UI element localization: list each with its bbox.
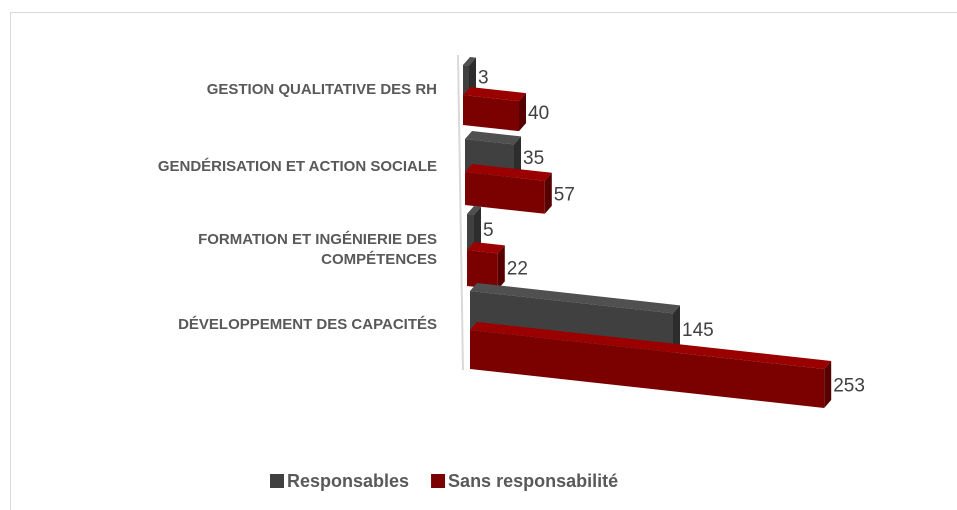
bar xyxy=(467,242,505,290)
value-label: 253 xyxy=(833,375,865,396)
category-label: GENDÉRISATION ET ACTION SOCIALE xyxy=(157,158,437,175)
bar xyxy=(467,206,481,251)
value-label: 3 xyxy=(478,68,489,89)
category-label: GESTION QUALITATIVE DES RH xyxy=(206,81,437,98)
value-label: 35 xyxy=(523,148,544,169)
bar-front xyxy=(470,291,673,353)
bar-front xyxy=(467,214,474,251)
bar xyxy=(463,87,526,132)
bar-top xyxy=(463,57,476,66)
bar-front xyxy=(470,330,825,408)
legend-label: Sans responsabilité xyxy=(448,471,618,491)
bar-front xyxy=(463,95,519,132)
bar-top xyxy=(465,131,521,145)
bar-side xyxy=(824,360,832,408)
bar-front xyxy=(467,250,498,290)
bar xyxy=(463,57,476,96)
bar-top xyxy=(463,87,526,102)
bar-top xyxy=(465,164,552,181)
bar-top xyxy=(470,322,832,369)
value-label: 5 xyxy=(483,220,494,241)
value-label: 145 xyxy=(682,320,714,341)
chart-frame xyxy=(10,12,957,510)
bar-front xyxy=(465,172,545,214)
bar-side xyxy=(514,136,521,178)
bar xyxy=(465,164,552,214)
bar-side xyxy=(469,57,476,96)
bar-side xyxy=(673,305,680,353)
bar-side xyxy=(474,206,481,251)
legend-swatch xyxy=(431,474,446,488)
bar-top xyxy=(470,283,680,314)
category-label: DÉVELOPPEMENT DES CAPACITÉS xyxy=(178,316,437,333)
value-label: 40 xyxy=(528,103,549,124)
category-axis xyxy=(457,54,464,371)
legend-label: Responsables xyxy=(287,471,409,491)
bar-front xyxy=(463,65,469,96)
legend-swatch xyxy=(270,474,284,488)
bar-top xyxy=(467,206,481,215)
bar xyxy=(470,322,832,408)
value-label: 57 xyxy=(554,184,575,205)
bar-side xyxy=(519,93,526,132)
bar-side xyxy=(544,172,552,214)
bar xyxy=(470,283,680,353)
value-label: 22 xyxy=(507,258,528,279)
bar-top xyxy=(467,242,505,254)
category-label: FORMATION ET INGÉNIERIE DES COMPÉTENCES xyxy=(198,231,437,268)
bar-side xyxy=(497,245,505,290)
